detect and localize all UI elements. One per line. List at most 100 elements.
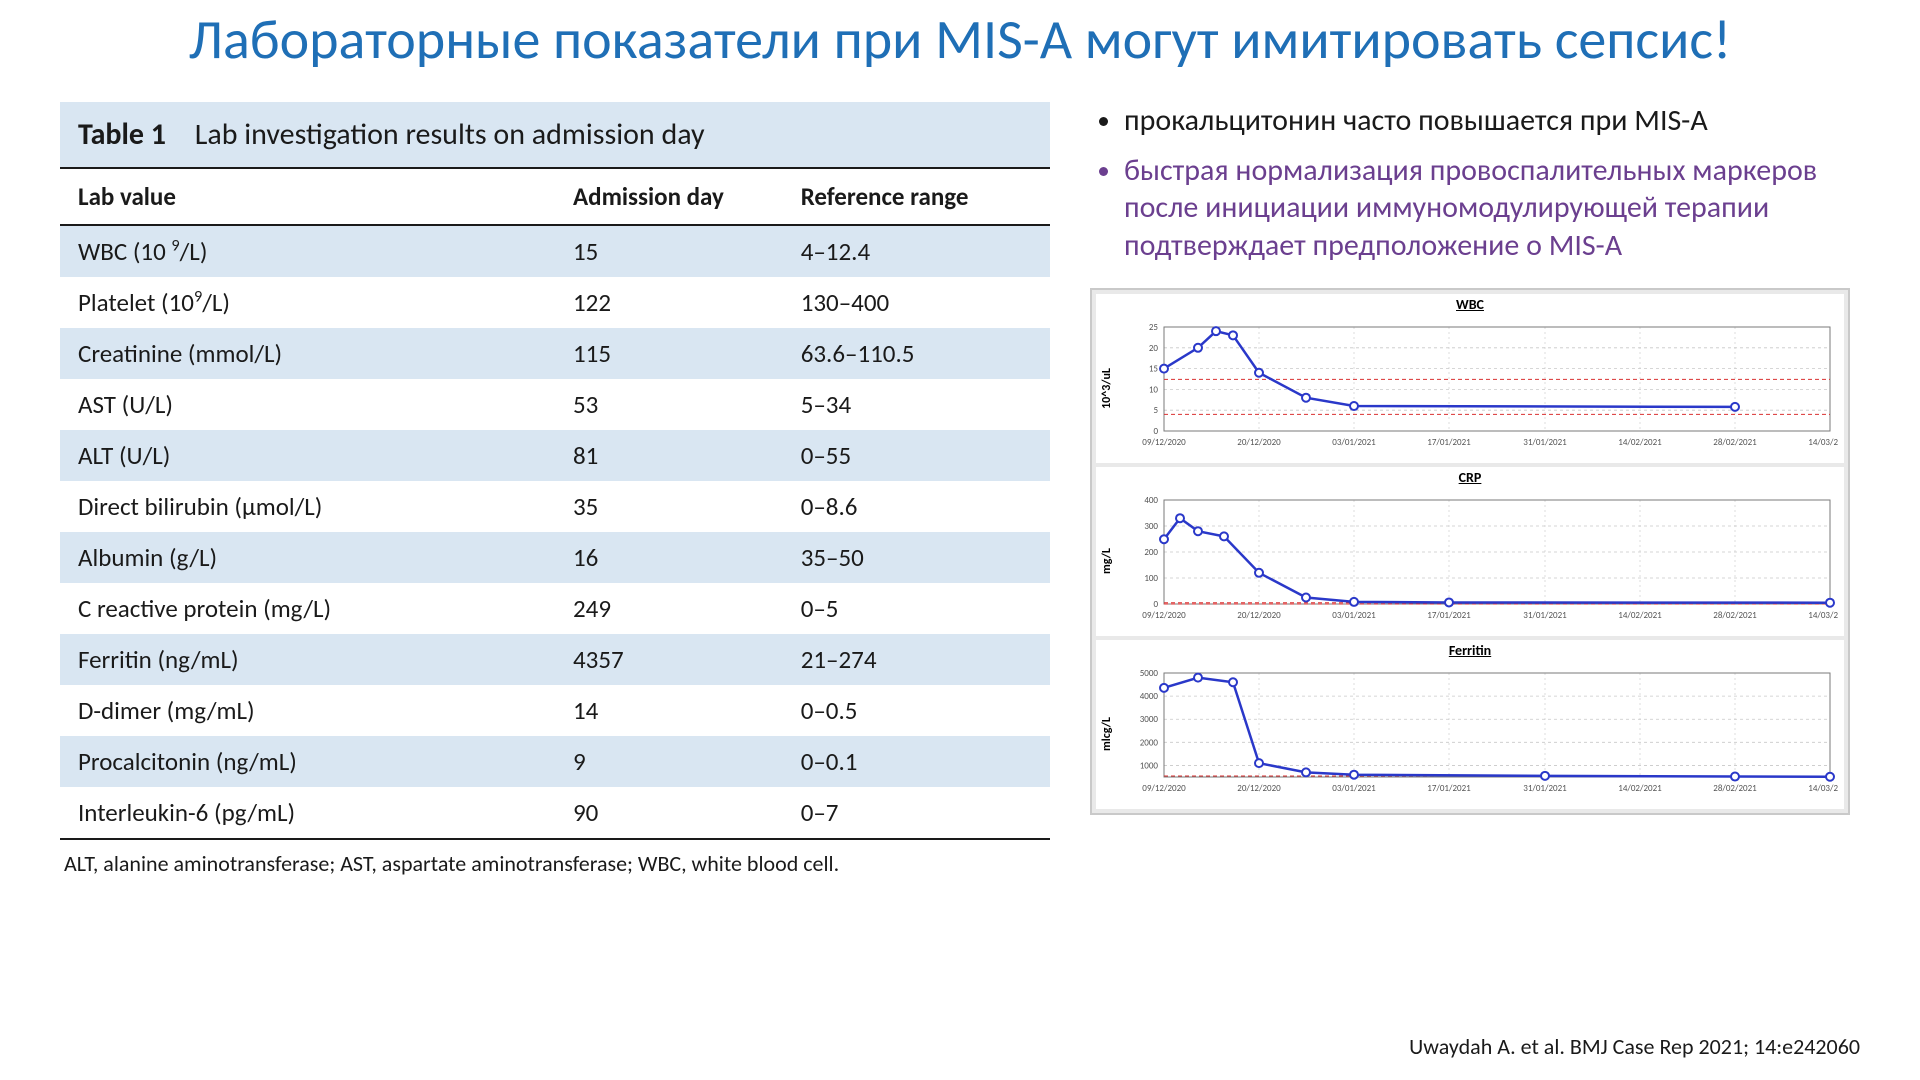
table-caption-label: Table 1 <box>78 116 166 153</box>
table-row: C reactive protein (mg/L)2490–5 <box>60 583 1050 634</box>
content-area: Table 1 Lab investigation results on adm… <box>60 102 1860 877</box>
chart-svg: 051015202509/12/202020/12/202003/01/2021… <box>1118 313 1838 463</box>
table-caption: Table 1 Lab investigation results on adm… <box>60 102 1050 167</box>
svg-text:2000: 2000 <box>1140 738 1159 749</box>
table-row: Direct bilirubin (µmol/L)350–8.6 <box>60 481 1050 532</box>
svg-text:31/01/2021: 31/01/2021 <box>1523 783 1567 794</box>
cell-reference: 130–400 <box>783 277 1050 328</box>
cell-admission: 122 <box>555 277 783 328</box>
svg-text:17/01/2021: 17/01/2021 <box>1427 610 1471 621</box>
svg-text:5: 5 <box>1153 406 1158 417</box>
chart-svg: 1000 2000 3000 4000 5000 09/12/2020 20/12/2020… <box>1118 659 1838 809</box>
table-row: Ferritin (ng/mL)435721–274 <box>60 634 1050 685</box>
chart-title: CRP <box>1096 469 1844 486</box>
cell-admission: 4357 <box>555 634 783 685</box>
col-header-lab: Lab value <box>60 168 555 225</box>
cell-lab-value: Direct bilirubin (µmol/L) <box>60 481 555 532</box>
svg-text:31/01/2021: 31/01/2021 <box>1523 610 1567 621</box>
table-row: Creatinine (mmol/L)11563.6–110.5 <box>60 328 1050 379</box>
table-row: AST (U/L)535–34 <box>60 379 1050 430</box>
col-header-admission: Admission day <box>555 168 783 225</box>
svg-text:3000: 3000 <box>1140 715 1159 726</box>
right-column: прокальцитонин часто повышается при MIS-… <box>1090 102 1860 877</box>
cell-reference: 0–0.1 <box>783 736 1050 787</box>
table-row: Interleukin-6 (pg/mL)900–7 <box>60 787 1050 839</box>
cell-admission: 115 <box>555 328 783 379</box>
table-header-row: Lab value Admission day Reference range <box>60 168 1050 225</box>
svg-text:14/03/2021: 14/03/2021 <box>1808 783 1838 794</box>
cell-lab-value: Creatinine (mmol/L) <box>60 328 555 379</box>
cell-admission: 16 <box>555 532 783 583</box>
svg-text:17/01/2021: 17/01/2021 <box>1427 437 1471 448</box>
chart-body: mg/L010020030040009/12/202020/12/202003/… <box>1096 486 1844 636</box>
table-row: Procalcitonin (ng/mL)90–0.1 <box>60 736 1050 787</box>
svg-text:20/12/2020: 20/12/2020 <box>1237 610 1281 621</box>
bullet-item: быстрая нормализация провоспалительных м… <box>1124 152 1860 265</box>
svg-text:03/01/2021: 03/01/2021 <box>1332 783 1376 794</box>
cell-admission: 35 <box>555 481 783 532</box>
cell-admission: 9 <box>555 736 783 787</box>
svg-text:0: 0 <box>1153 599 1158 610</box>
cell-reference: 4–12.4 <box>783 225 1050 277</box>
table-caption-text: Lab investigation results on admission d… <box>195 116 705 153</box>
svg-text:0: 0 <box>1153 426 1158 437</box>
svg-text:09/12/2020: 09/12/2020 <box>1142 783 1186 794</box>
cell-reference: 35–50 <box>783 532 1050 583</box>
svg-text:20/12/2020: 20/12/2020 <box>1237 437 1281 448</box>
svg-text:28/02/2021: 28/02/2021 <box>1713 437 1757 448</box>
cell-reference: 0–0.5 <box>783 685 1050 736</box>
svg-text:14/02/2021: 14/02/2021 <box>1618 610 1662 621</box>
svg-text:1000: 1000 <box>1140 761 1159 772</box>
svg-text:10: 10 <box>1149 385 1159 396</box>
cell-lab-value: C reactive protein (mg/L) <box>60 583 555 634</box>
svg-text:25: 25 <box>1149 322 1159 333</box>
cell-lab-value: AST (U/L) <box>60 379 555 430</box>
svg-text:20: 20 <box>1149 343 1159 354</box>
cell-reference: 0–55 <box>783 430 1050 481</box>
bullet-item: прокальцитонин часто повышается при MIS-… <box>1124 102 1860 140</box>
svg-text:03/01/2021: 03/01/2021 <box>1332 437 1376 448</box>
cell-lab-value: WBC (10 9/L) <box>60 225 555 277</box>
cell-reference: 0–8.6 <box>783 481 1050 532</box>
chart-title: Ferritin <box>1096 642 1844 659</box>
svg-text:14/03/2021: 14/03/2021 <box>1808 610 1838 621</box>
svg-text:4000: 4000 <box>1140 692 1159 703</box>
col-header-reference: Reference range <box>783 168 1050 225</box>
svg-text:31/01/2021: 31/01/2021 <box>1523 437 1567 448</box>
cell-admission: 249 <box>555 583 783 634</box>
cell-lab-value: D-dimer (mg/mL) <box>60 685 555 736</box>
svg-text:14/02/2021: 14/02/2021 <box>1618 783 1662 794</box>
table-row: ALT (U/L)810–55 <box>60 430 1050 481</box>
chart-body: 10^3/uL051015202509/12/202020/12/202003/… <box>1096 313 1844 463</box>
svg-text:17/01/2021: 17/01/2021 <box>1427 783 1471 794</box>
chart-body: mlcg/L 1000 2000 3000 4000 5000 09/12/2020 20/1… <box>1096 659 1844 809</box>
svg-text:20/12/2020: 20/12/2020 <box>1237 783 1281 794</box>
cell-reference: 21–274 <box>783 634 1050 685</box>
left-column: Table 1 Lab investigation results on adm… <box>60 102 1050 877</box>
cell-admission: 14 <box>555 685 783 736</box>
cell-reference: 63.6–110.5 <box>783 328 1050 379</box>
cell-reference: 0–7 <box>783 787 1050 839</box>
cell-reference: 5–34 <box>783 379 1050 430</box>
table-row: WBC (10 9/L)154–12.4 <box>60 225 1050 277</box>
lab-table: Lab value Admission day Reference range … <box>60 167 1050 840</box>
svg-text:100: 100 <box>1144 573 1158 584</box>
chart-panel: WBC10^3/uL051015202509/12/202020/12/2020… <box>1096 294 1844 463</box>
cell-lab-value: Procalcitonin (ng/mL) <box>60 736 555 787</box>
svg-text:28/02/2021: 28/02/2021 <box>1713 783 1757 794</box>
svg-text:400: 400 <box>1144 495 1158 506</box>
svg-text:14/03/2021: 14/03/2021 <box>1808 437 1838 448</box>
citation: Uwaydah A. et al. BMJ Case Rep 2021; 14:… <box>1409 1033 1860 1060</box>
chart-ylabel: 10^3/uL <box>1096 368 1118 409</box>
table-row: D-dimer (mg/mL)140–0.5 <box>60 685 1050 736</box>
table-row: Albumin (g/L)1635–50 <box>60 532 1050 583</box>
chart-ylabel: mlcg/L <box>1096 717 1118 751</box>
cell-lab-value: Albumin (g/L) <box>60 532 555 583</box>
svg-text:5000: 5000 <box>1140 668 1159 679</box>
svg-text:300: 300 <box>1144 521 1158 532</box>
svg-text:09/12/2020: 09/12/2020 <box>1142 610 1186 621</box>
svg-text:28/02/2021: 28/02/2021 <box>1713 610 1757 621</box>
chart-panel: Ferritin mlcg/L 1000 2000 3000 4000 5000 09/12/… <box>1096 640 1844 809</box>
svg-text:200: 200 <box>1144 547 1158 558</box>
chart-svg: 010020030040009/12/202020/12/202003/01/2… <box>1118 486 1838 636</box>
